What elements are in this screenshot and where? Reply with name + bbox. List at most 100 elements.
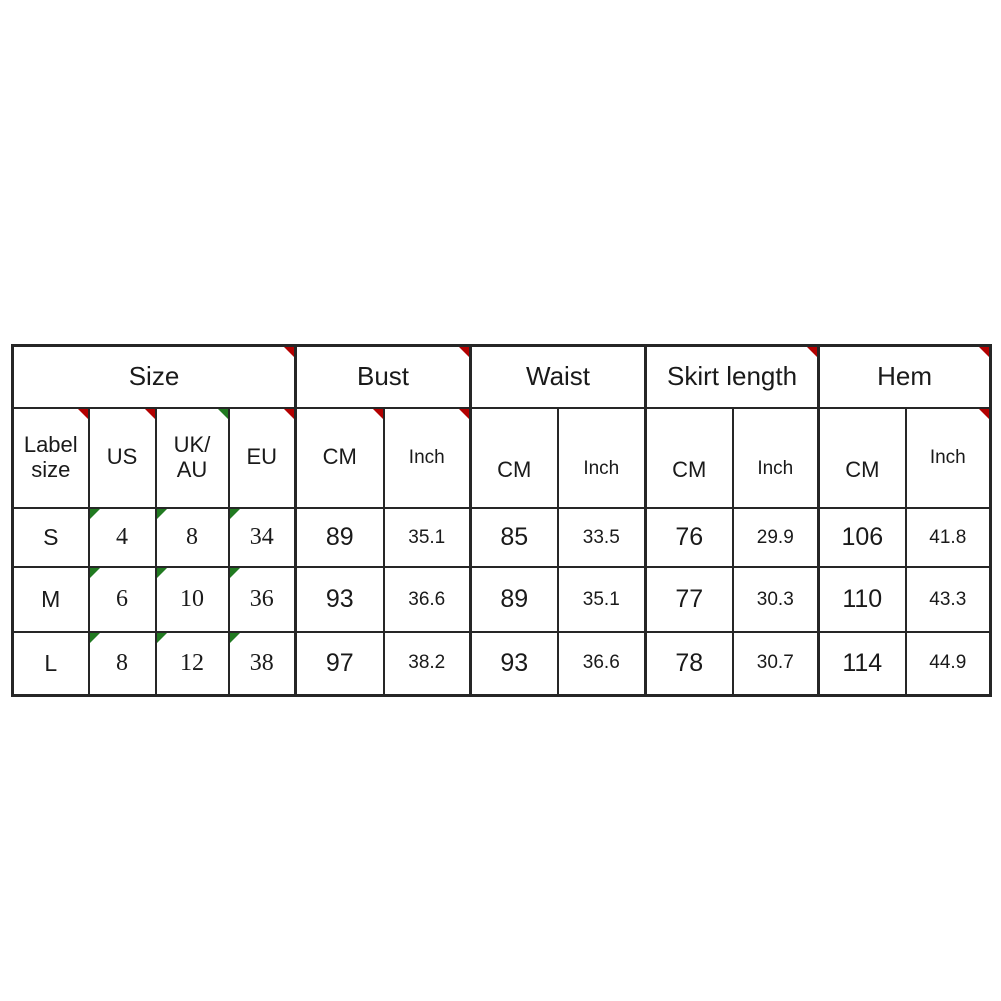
error-marker-icon: [229, 633, 240, 643]
table-cell: 97: [294, 631, 385, 696]
table-cell: 6: [87, 566, 157, 633]
table-cell: 30.7: [731, 631, 820, 696]
header-hem-inch-text: Inch: [929, 447, 966, 469]
header-waist-label: Waist: [526, 361, 591, 392]
sub-header-row: Label size US UK/ AU EU CM: [11, 406, 992, 509]
error-marker-icon: [217, 408, 228, 419]
table-cell: 114: [817, 631, 907, 696]
header-uk-au: UK/ AU: [154, 406, 230, 509]
table-cell: 30.3: [731, 566, 820, 633]
header-skirt-length-group: Skirt length: [644, 344, 820, 409]
table-cell: M: [11, 566, 90, 633]
error-marker-icon: [156, 509, 167, 519]
table-cell: S: [11, 507, 90, 568]
error-marker-icon: [89, 633, 100, 643]
table-cell: 35.1: [382, 507, 472, 568]
comment-marker-icon: [459, 347, 470, 357]
error-marker-icon: [156, 568, 167, 578]
comment-marker-icon: [284, 347, 295, 357]
table-cell: 89: [294, 507, 385, 568]
header-hem-label: Hem: [877, 361, 932, 392]
cell-value: 4: [116, 524, 128, 550]
cell-value: 12: [180, 649, 204, 676]
header-label-size-text: Label size: [23, 432, 78, 482]
table-cell: 33.5: [556, 507, 647, 568]
table-cell: 77: [644, 566, 734, 633]
table-cell: 35.1: [556, 566, 647, 633]
error-marker-icon: [229, 509, 240, 519]
comment-marker-icon: [979, 408, 990, 419]
header-hem-inch: Inch: [904, 406, 992, 509]
comment-marker-icon: [807, 347, 818, 357]
cell-value: 34: [249, 524, 274, 550]
table-cell: 36.6: [382, 566, 472, 633]
error-marker-icon: [229, 568, 240, 578]
cell-value: 38: [249, 649, 274, 676]
table-cell: 44.9: [904, 631, 992, 696]
header-skirt-length-label: Skirt length: [667, 361, 798, 392]
header-bust-cm-text: CM: [322, 444, 357, 470]
table-cell: 38: [227, 631, 297, 696]
header-hem-cm: CM: [817, 406, 907, 509]
table-cell: 12: [154, 631, 230, 696]
header-label-size: Label size: [11, 406, 90, 509]
size-chart-table: Size Bust Waist Skirt length Hem: [11, 344, 993, 697]
header-eu: EU: [227, 406, 297, 509]
header-hem-cm-text: CM: [845, 456, 880, 482]
table-cell: 36: [227, 566, 297, 633]
comment-marker-icon: [372, 408, 383, 419]
header-bust-cm: CM: [294, 406, 385, 509]
table-cell: 8: [154, 507, 230, 568]
table-cell: 34: [227, 507, 297, 568]
header-skirt-cm: CM: [644, 406, 734, 509]
table-cell: 8: [87, 631, 157, 696]
table-cell: 4: [87, 507, 157, 568]
table-cell: 85: [469, 507, 559, 568]
cell-value: 10: [180, 586, 204, 612]
table-cell: 10: [154, 566, 230, 633]
header-bust-inch-text: Inch: [408, 447, 445, 469]
table-cell: 36.6: [556, 631, 647, 696]
header-skirt-cm-text: CM: [672, 456, 707, 482]
cell-value: 8: [186, 524, 198, 550]
table-cell: 41.8: [904, 507, 992, 568]
header-uk-au-text: UK/ AU: [173, 432, 211, 482]
size-row-s: S 4 8 34 89 35.1 85 33.5 76 29.9 106 41.…: [11, 507, 992, 568]
table-cell: 29.9: [731, 507, 820, 568]
table-cell: 93: [294, 566, 385, 633]
table-cell: 110: [817, 566, 907, 633]
header-skirt-inch: Inch: [731, 406, 820, 509]
table-cell: 106: [817, 507, 907, 568]
header-waist-group: Waist: [469, 344, 647, 409]
table-cell: L: [11, 631, 90, 696]
size-row-m: M 6 10 36 93 36.6 89 35.1 77 30.3 110 43…: [11, 566, 992, 633]
header-us-text: US: [106, 444, 138, 470]
header-bust-group: Bust: [294, 344, 472, 409]
comment-marker-icon: [284, 408, 295, 419]
cell-value: 8: [116, 649, 128, 676]
comment-marker-icon: [979, 347, 990, 357]
header-waist-inch: Inch: [556, 406, 647, 509]
header-bust-inch: Inch: [382, 406, 472, 509]
error-marker-icon: [89, 568, 100, 578]
header-size-group: Size: [11, 344, 297, 409]
error-marker-icon: [89, 509, 100, 519]
header-us: US: [87, 406, 157, 509]
cell-value: 6: [116, 586, 128, 612]
size-row-l: L 8 12 38 97 38.2 93 36.6 78 30.7 114 44…: [11, 631, 992, 696]
table-cell: 43.3: [904, 566, 992, 633]
table-cell: 38.2: [382, 631, 472, 696]
comment-marker-icon: [77, 408, 88, 419]
header-size-label: Size: [128, 361, 180, 392]
error-marker-icon: [156, 633, 167, 643]
header-eu-text: EU: [246, 444, 278, 470]
comment-marker-icon: [459, 408, 470, 419]
header-hem-group: Hem: [817, 344, 992, 409]
header-skirt-inch-text: Inch: [757, 457, 794, 479]
cell-value: 36: [249, 586, 274, 612]
table-cell: 78: [644, 631, 734, 696]
table-cell: 89: [469, 566, 559, 633]
group-header-row: Size Bust Waist Skirt length Hem: [11, 344, 992, 409]
header-waist-inch-text: Inch: [583, 457, 620, 479]
